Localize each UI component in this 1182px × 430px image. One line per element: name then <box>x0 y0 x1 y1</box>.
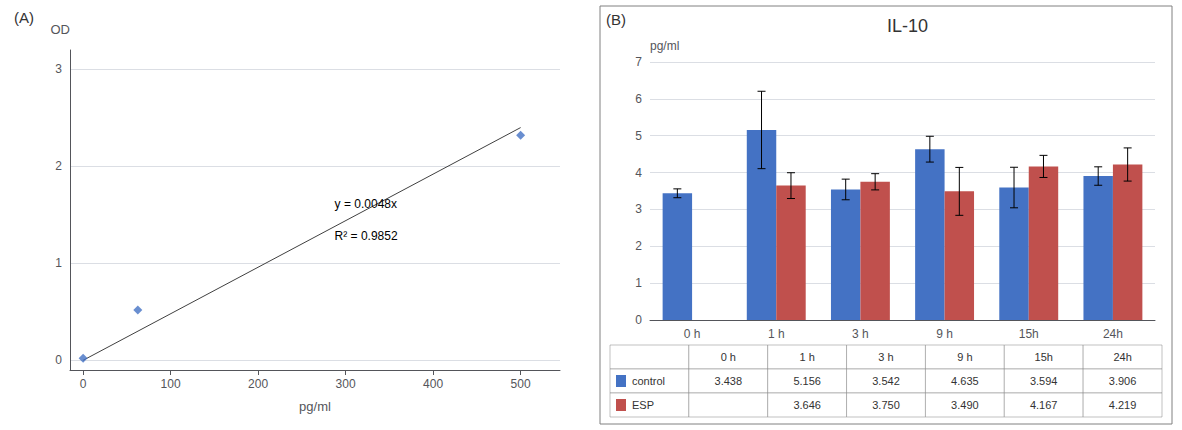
svg-text:0: 0 <box>635 313 642 327</box>
svg-text:400: 400 <box>423 377 443 391</box>
svg-text:y = 0.0048x: y = 0.0048x <box>335 197 397 211</box>
svg-text:3 h: 3 h <box>878 351 893 363</box>
svg-text:200: 200 <box>248 377 268 391</box>
svg-text:4.219: 4.219 <box>1109 399 1137 411</box>
svg-text:2: 2 <box>55 159 62 173</box>
svg-text:0 h: 0 h <box>721 351 736 363</box>
svg-text:6: 6 <box>635 92 642 106</box>
svg-text:4.635: 4.635 <box>951 375 979 387</box>
svg-text:IL-10: IL-10 <box>887 16 928 36</box>
svg-text:100: 100 <box>161 377 181 391</box>
svg-text:24h: 24h <box>1103 327 1123 341</box>
svg-text:9 h: 9 h <box>936 327 953 341</box>
svg-text:3.438: 3.438 <box>715 375 743 387</box>
svg-text:3: 3 <box>55 62 62 76</box>
svg-text:1 h: 1 h <box>799 351 814 363</box>
svg-text:9 h: 9 h <box>957 351 972 363</box>
svg-text:pg/ml: pg/ml <box>299 399 331 414</box>
svg-text:3.490: 3.490 <box>951 399 979 411</box>
svg-text:3.906: 3.906 <box>1109 375 1137 387</box>
svg-text:3.594: 3.594 <box>1030 375 1058 387</box>
svg-text:4: 4 <box>635 166 642 180</box>
svg-text:3.750: 3.750 <box>872 399 900 411</box>
svg-text:0: 0 <box>55 353 62 367</box>
svg-text:2: 2 <box>635 239 642 253</box>
svg-text:4.167: 4.167 <box>1030 399 1058 411</box>
svg-text:(B): (B) <box>606 11 626 28</box>
svg-text:3 h: 3 h <box>852 327 869 341</box>
svg-text:1: 1 <box>55 256 62 270</box>
svg-text:15h: 15h <box>1035 351 1053 363</box>
svg-text:500: 500 <box>511 377 531 391</box>
svg-text:5.156: 5.156 <box>793 375 821 387</box>
svg-text:3.542: 3.542 <box>872 375 900 387</box>
svg-text:OD: OD <box>51 22 71 37</box>
svg-text:24h: 24h <box>1113 351 1131 363</box>
svg-text:0: 0 <box>80 377 87 391</box>
svg-text:pg/ml: pg/ml <box>650 39 679 53</box>
svg-text:7: 7 <box>635 55 642 69</box>
svg-text:1 h: 1 h <box>768 327 785 341</box>
svg-text:ESP: ESP <box>632 399 654 411</box>
svg-text:1: 1 <box>635 276 642 290</box>
svg-text:15h: 15h <box>1019 327 1039 341</box>
svg-text:0 h: 0 h <box>684 327 701 341</box>
svg-text:(A): (A) <box>14 9 34 26</box>
svg-text:R² = 0.9852: R² = 0.9852 <box>335 229 398 243</box>
svg-text:control: control <box>632 375 665 387</box>
svg-text:300: 300 <box>336 377 356 391</box>
svg-text:3: 3 <box>635 202 642 216</box>
svg-text:3.646: 3.646 <box>793 399 821 411</box>
svg-text:5: 5 <box>635 129 642 143</box>
